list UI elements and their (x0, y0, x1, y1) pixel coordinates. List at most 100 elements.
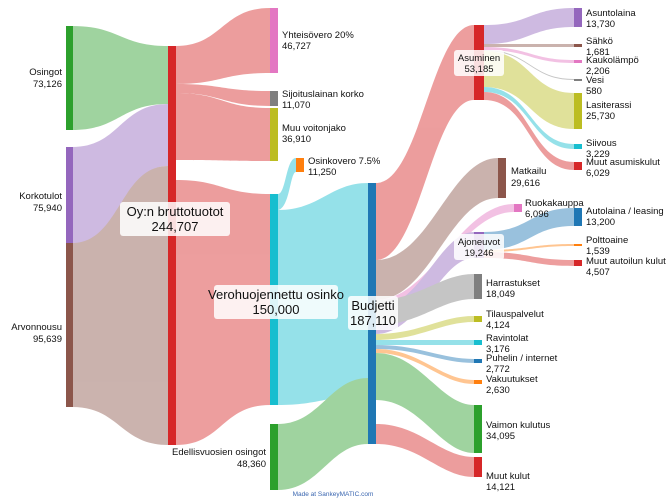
node-matkailu (498, 158, 506, 198)
label-ravintolat-value: 3,176 (486, 344, 510, 355)
label-asuntolaina-value: 13,730 (586, 19, 615, 30)
flow-ajo-muutauto (484, 252, 574, 266)
label-voitonjako-value: 36,910 (282, 134, 311, 145)
node-ravintolat (474, 340, 482, 345)
label-autolaina-name: Autolaina / leasing (586, 206, 664, 217)
label-kaukolampo-name: Kaukolämpö (586, 55, 639, 66)
label-lasiterassi-value: 25,730 (586, 111, 615, 122)
flow-asum-sahko (484, 44, 574, 47)
flow-budj-matkailu (376, 158, 498, 300)
label-yhteisovero-name: Yhteisövero 20% (282, 30, 354, 41)
label-korkotulot-value: 75,940 (33, 203, 62, 214)
label-brutto-name: Oy:n bruttotuotot (127, 204, 224, 219)
flow-budj-asuminen (376, 25, 474, 260)
node-muutasumis (574, 162, 582, 170)
flow-asum-asuntolaina (484, 8, 574, 44)
label-budjetti-name: Budjetti (351, 298, 394, 313)
flows-from-ajoneuvot (484, 208, 574, 266)
label-matkailu-value: 29,616 (511, 178, 540, 189)
label-sijoituslaina-value: 11,070 (282, 100, 310, 111)
label-brutto-box (120, 202, 230, 236)
flow-brutto-yhteisovero (176, 8, 270, 84)
label-ravintolat-name: Ravintolat (486, 333, 529, 344)
node-siivous (574, 144, 582, 149)
flow-edellis-budjetti (278, 378, 368, 490)
flow-asum-lasiterassi (484, 51, 574, 129)
node-polttoaine (574, 244, 582, 246)
label-edellis-value: 48,360 (237, 459, 266, 470)
label-ruokakauppa-name: Ruokakauppa (525, 198, 584, 209)
node-korkotulot (66, 147, 73, 255)
flow-asum-vesi (484, 50, 574, 80)
node-osinkovero (296, 158, 304, 172)
label-vakuutukset-name: Vakuutukset (486, 374, 538, 385)
label-budjetti-value: 187,110 (350, 313, 396, 328)
node-tilauspalvelut (474, 316, 482, 322)
label-lasiterassi-name: Lasiterassi (586, 100, 631, 111)
node-puhelin (474, 359, 482, 363)
label-asuminen-name: Asuminen (458, 53, 500, 64)
flows-from-budjetti (376, 25, 514, 477)
label-veroh-box (214, 285, 338, 319)
label-veroh-name: Verohuojennettu osinko (208, 287, 344, 302)
label-muutkulut-value: 14,121 (486, 482, 515, 493)
node-osingot (66, 26, 73, 130)
label-matkailu-name: Matkailu (511, 166, 546, 177)
label-veroh-value: 150,000 (253, 302, 300, 317)
flows-from-asuminen (484, 8, 574, 170)
label-voitonjako-name: Muu voitonjako (282, 123, 346, 134)
label-muutasumis-name: Muut asumiskulut (586, 157, 660, 168)
node-voitonjako (270, 108, 278, 161)
node-vesi (574, 79, 582, 81)
flow-budj-vakuutukset (376, 349, 474, 384)
label-muutauto-name: Muut autoilun kulut (586, 256, 666, 267)
label-vesi-name: Vesi (586, 75, 604, 86)
label-osingot-value: 73,126 (33, 79, 62, 90)
label-arvonnousu-value: 95,639 (33, 334, 62, 345)
label-vakuutukset-value: 2,630 (486, 385, 510, 396)
flow-veroh-osinkovero (278, 158, 296, 210)
flow-osingot-brutto (72, 26, 168, 130)
label-asuminen-box (454, 50, 504, 76)
flow-budj-harrastukset (376, 274, 474, 325)
node-autolaina (574, 208, 582, 226)
flow-budj-ruokakauppa (376, 204, 514, 308)
footer-credit[interactable]: Made at SankeyMATIC.com (293, 491, 374, 498)
node-asuntolaina (574, 8, 582, 27)
node-vakuutukset (474, 380, 482, 384)
flow-brutto-voitonjako (176, 93, 270, 161)
label-puhelin-name: Puhelin / internet (486, 353, 558, 364)
node-edellis (270, 424, 278, 490)
label-ajoneuvot-value: 19,246 (464, 248, 493, 259)
label-harrastukset-value: 18,049 (486, 289, 515, 300)
flow-ajo-polttoaine (484, 244, 574, 252)
label-ruokakauppa-value: 6,096 (525, 209, 549, 220)
label-osinkovero-value: 11,250 (308, 167, 336, 178)
label-muutkulut-name: Muut kulut (486, 471, 530, 482)
flow-asum-muutasumis (484, 92, 574, 170)
flow-asum-siivous (484, 87, 574, 149)
flow-budj-muutkulut (376, 424, 474, 477)
label-korkotulot-name: Korkotulot (19, 191, 62, 202)
node-sijoituslaina (270, 91, 278, 106)
node-kaukolampo (574, 60, 582, 63)
node-sahko (574, 44, 582, 47)
label-ajoneuvot-box (454, 234, 504, 260)
label-asuminen-value: 53,185 (464, 64, 493, 75)
flow-brutto-sijoituslaina (176, 84, 270, 106)
label-tilauspalvelut-name: Tilauspalvelut (486, 309, 544, 320)
label-asuntolaina-name: Asuntolaina (586, 8, 636, 19)
labels: Osingot 73,126 Korkotulot 75,940 Arvonno… (11, 8, 666, 498)
flow-budj-ravintolat (376, 340, 474, 345)
label-sahko-value: 1,681 (586, 47, 610, 58)
label-brutto-value: 244,707 (152, 219, 199, 234)
node-harrastukset (474, 274, 482, 299)
label-puhelin-value: 2,772 (486, 364, 510, 375)
label-sahko-name: Sähkö (586, 36, 613, 47)
label-siivous-name: Siivous (586, 138, 617, 149)
node-arvonnousu (66, 243, 73, 407)
flow-budj-tilauspalvelut (376, 316, 474, 340)
label-yhteisovero-value: 46,727 (282, 41, 311, 52)
